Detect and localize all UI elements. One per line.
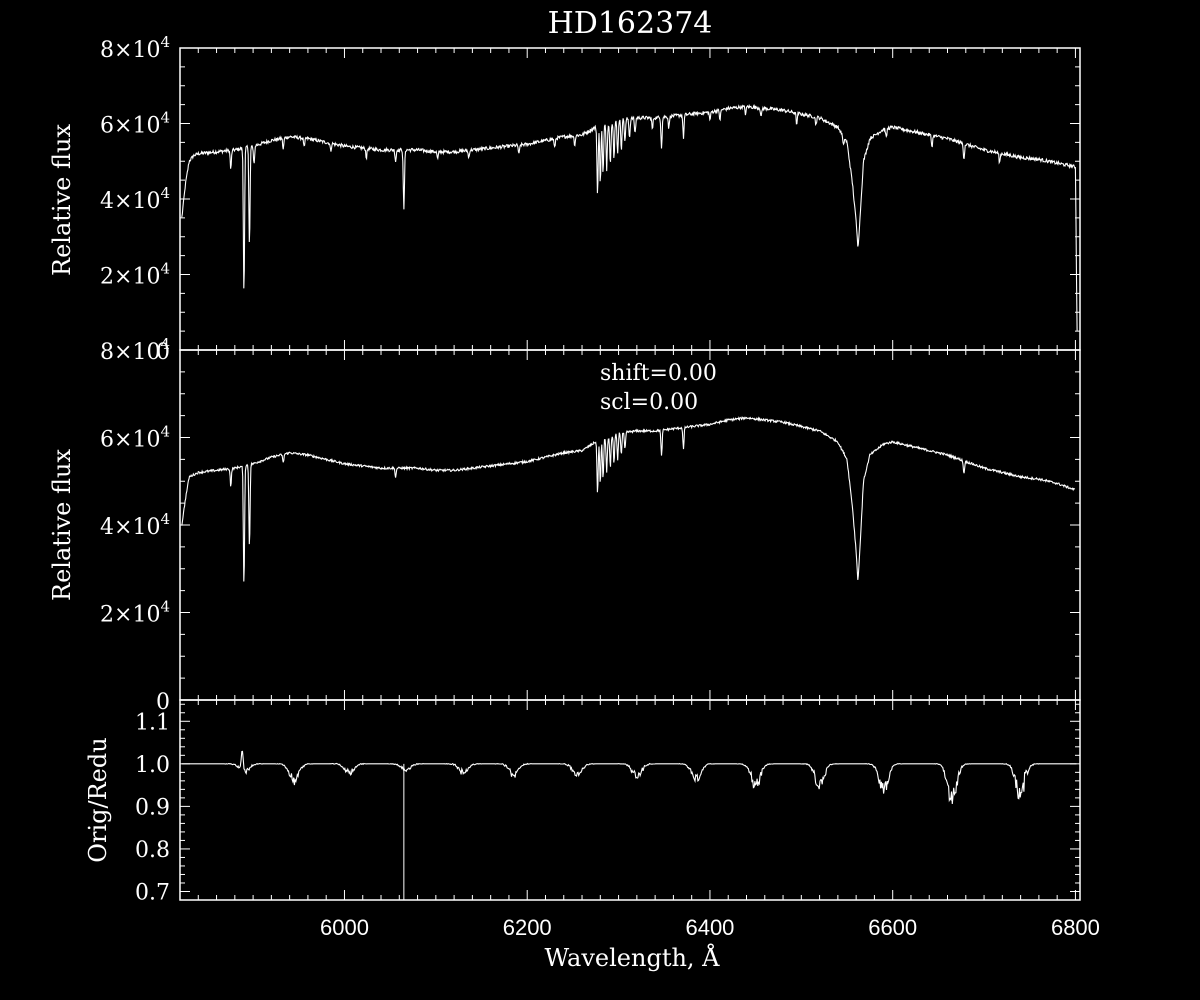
bottom-y-tick-label: 0.7 [135, 880, 170, 905]
top-y-tick-exponent: 4 [160, 109, 170, 127]
ratio-line [181, 750, 1077, 805]
bottom-panel: 0.7 0.8 0.9 1.0 1.1 6000 6200 6400 6600 6800 [135, 699, 1100, 940]
bottom-y-axis-label: Orig/Redu [84, 737, 112, 862]
middle-spectrum-line [181, 416, 1076, 582]
annotation-scl: scl=0.00 [600, 390, 698, 415]
middle-y-tick-exponent: 4 [160, 335, 170, 353]
bottom-y-tick-label: 0.9 [135, 795, 170, 820]
top-y-tick-label: 4×104 [100, 184, 170, 214]
top-y-axis-label: Relative flux [48, 124, 76, 276]
bottom-y-tick-label: 1.0 [135, 753, 170, 778]
x-axis-label: Wavelength, Å [544, 943, 720, 972]
x-tick-label: 6400 [685, 915, 734, 940]
top-y-tick-label: 0 [156, 340, 170, 365]
x-tick-label: 6000 [320, 915, 369, 940]
middle-y-tick-exponent: 4 [160, 598, 170, 616]
x-tick-label: 6200 [503, 915, 552, 940]
x-tick-label: 6600 [868, 915, 917, 940]
top-panel: 0 2×104 4×104 6×104 8×104 [100, 33, 1081, 365]
middle-y-tick-label: 8×104 [100, 335, 170, 365]
annotation-shift: shift=0.00 [600, 361, 717, 386]
top-spectrum-line [181, 103, 1078, 331]
middle-y-tick-label: 4×104 [100, 510, 170, 540]
middle-y-tick-label: 0 [156, 690, 170, 715]
bottom-y-tick-label: 1.1 [135, 710, 170, 735]
top-y-tick-label: 6×104 [100, 109, 170, 139]
figure-title: HD162374 [548, 6, 713, 41]
bottom-panel-frame [179, 699, 1081, 901]
middle-y-axis-label: Relative flux [48, 449, 76, 601]
top-y-tick-exponent: 4 [160, 184, 170, 202]
middle-y-tick-exponent: 4 [160, 510, 170, 528]
top-y-tick-label: 8×104 [100, 33, 170, 63]
top-y-tick-label: 2×104 [100, 260, 170, 290]
top-y-tick-exponent: 4 [160, 33, 170, 51]
middle-y-tick-label: 6×104 [100, 423, 170, 453]
top-y-tick-exponent: 4 [160, 260, 170, 278]
middle-y-tick-exponent: 4 [160, 423, 170, 441]
bottom-y-tick-label: 0.8 [135, 838, 170, 863]
middle-y-tick-label: 2×104 [100, 598, 170, 628]
x-tick-label: 6800 [1051, 915, 1100, 940]
